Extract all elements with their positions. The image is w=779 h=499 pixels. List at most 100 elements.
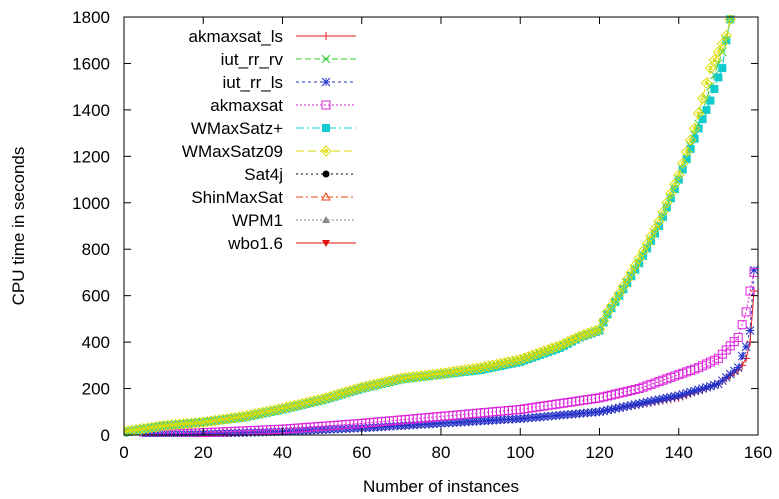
- series-wmaxsatz09: [124, 15, 736, 437]
- legend-entry: WPM1: [232, 211, 356, 230]
- data-point: [749, 265, 759, 275]
- legend-entry: Sat4j: [244, 165, 356, 184]
- data-point: [634, 399, 644, 409]
- data-point: [630, 400, 640, 409]
- data-point: [617, 280, 629, 293]
- data-point: [729, 366, 739, 376]
- x-tick-label: 140: [665, 443, 693, 462]
- legend-entry: WMaxSatz09: [182, 142, 356, 161]
- legend-marker: [320, 145, 332, 157]
- data-point: [638, 398, 648, 408]
- y-tick-label: 800: [82, 240, 110, 259]
- data-point: [725, 369, 735, 379]
- data-point: [673, 169, 685, 181]
- x-tick-label: 80: [432, 443, 451, 462]
- data-point: [724, 15, 736, 26]
- legend-entry: wbo1.6: [227, 234, 356, 253]
- data-point: [646, 396, 656, 406]
- data-point: [670, 391, 680, 401]
- data-point: [692, 107, 705, 120]
- data-point: [577, 329, 590, 341]
- data-point: [597, 314, 610, 327]
- data-point: [546, 342, 558, 355]
- legend-entry: iut_rr_rv: [221, 50, 356, 69]
- data-point: [631, 265, 640, 274]
- series-line: [124, 19, 731, 434]
- data-point: [698, 115, 707, 124]
- data-point: [702, 105, 711, 114]
- data-point: [654, 395, 664, 404]
- data-point: [599, 406, 608, 416]
- legend-entry: ShinMaxSat: [191, 188, 356, 207]
- data-point: [710, 84, 719, 93]
- data-point: [614, 403, 624, 413]
- data-point: [538, 345, 550, 357]
- legend-entry: WMaxSatz+: [191, 119, 356, 138]
- data-point: [534, 346, 546, 359]
- data-point: [726, 15, 735, 24]
- x-tick-label: 120: [585, 443, 613, 462]
- data-point: [718, 64, 727, 73]
- data-point: [621, 273, 633, 286]
- data-point: [603, 310, 612, 319]
- y-tick-label: 0: [101, 426, 110, 445]
- data-point: [682, 155, 691, 164]
- y-tick-label: 400: [82, 333, 110, 352]
- data-point: [714, 379, 723, 389]
- data-point: [526, 349, 538, 362]
- data-point: [637, 245, 649, 257]
- data-point: [645, 230, 657, 242]
- data-point: [706, 381, 715, 391]
- y-tick-label: 1200: [72, 147, 110, 166]
- data-point: [619, 285, 628, 294]
- legend-marker: [322, 170, 330, 178]
- x-tick-label: 40: [273, 443, 292, 462]
- data-point: [680, 145, 693, 158]
- data-point: [542, 344, 554, 356]
- legend-label: akmaxsat_ls: [189, 27, 283, 46]
- x-tick-label: 100: [506, 443, 534, 462]
- legend-marker: [321, 100, 331, 110]
- data-point: [694, 385, 703, 395]
- data-point: [530, 348, 542, 360]
- data-point: [696, 92, 709, 104]
- data-point: [585, 326, 598, 338]
- data-point: [720, 29, 733, 42]
- data-point: [650, 396, 660, 405]
- legend-label: ShinMaxSat: [191, 188, 283, 207]
- data-point: [733, 332, 743, 342]
- data-point: [733, 363, 743, 373]
- data-point: [712, 46, 725, 58]
- x-tick-label: 0: [119, 443, 128, 462]
- legend-marker: [321, 54, 331, 64]
- data-point: [698, 384, 707, 393]
- data-point: [686, 144, 695, 153]
- y-tick-label: 200: [82, 380, 110, 399]
- data-point: [653, 215, 665, 228]
- data-point: [710, 380, 719, 390]
- legend-marker: [322, 32, 330, 40]
- data-point: [625, 266, 637, 279]
- y-tick-label: 1400: [72, 101, 110, 120]
- data-point: [615, 291, 624, 300]
- data-point: [622, 401, 632, 411]
- data-point: [661, 197, 673, 209]
- data-point: [627, 272, 636, 281]
- data-point: [686, 387, 695, 397]
- data-point: [626, 400, 636, 410]
- y-tick-label: 1000: [72, 194, 110, 213]
- data-point: [700, 77, 713, 89]
- data-point: [690, 386, 699, 396]
- data-point: [666, 392, 676, 402]
- legend-label: WMaxSatz+: [191, 119, 283, 138]
- data-point: [702, 383, 711, 392]
- data-point: [613, 287, 626, 300]
- legend-entry: akmaxsat: [210, 96, 356, 115]
- data-point: [618, 402, 628, 412]
- data-point: [714, 73, 723, 82]
- data-point: [607, 304, 616, 313]
- data-point: [678, 390, 688, 399]
- data-point: [607, 404, 616, 414]
- legend-marker: [322, 216, 330, 223]
